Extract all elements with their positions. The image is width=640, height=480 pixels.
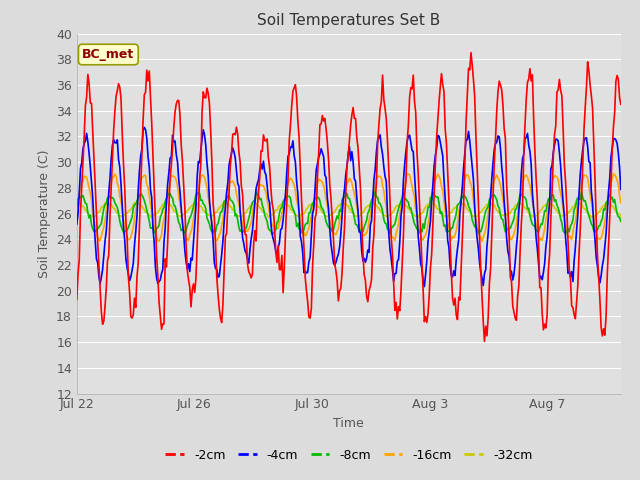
X-axis label: Time: Time (333, 417, 364, 430)
Text: BC_met: BC_met (82, 48, 134, 61)
Legend: -2cm, -4cm, -8cm, -16cm, -32cm: -2cm, -4cm, -8cm, -16cm, -32cm (160, 444, 538, 467)
Title: Soil Temperatures Set B: Soil Temperatures Set B (257, 13, 440, 28)
Y-axis label: Soil Temperature (C): Soil Temperature (C) (38, 149, 51, 278)
